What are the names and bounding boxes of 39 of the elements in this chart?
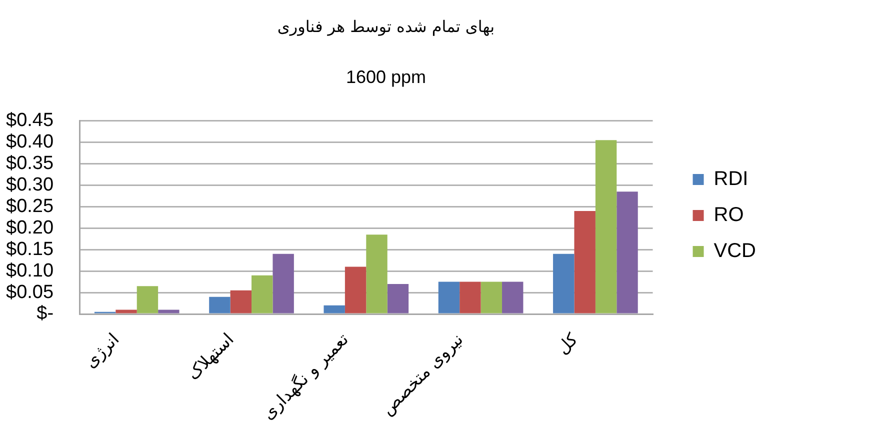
legend-label: VCD bbox=[714, 240, 756, 262]
bar bbox=[136, 286, 158, 314]
y-tick-label: $0.15 bbox=[6, 238, 54, 260]
bar bbox=[480, 282, 502, 314]
bar bbox=[438, 282, 460, 314]
bar bbox=[595, 140, 617, 314]
chart-subtitle: 1600 ppm bbox=[346, 66, 426, 87]
bar bbox=[230, 290, 252, 314]
bar bbox=[158, 310, 180, 314]
x-tick-label: تعمیر و نگهداری bbox=[258, 328, 354, 424]
y-tick-label: $- bbox=[36, 303, 54, 324]
legend-label: RO bbox=[714, 204, 744, 226]
bar bbox=[116, 310, 137, 314]
y-tick-label: $0.10 bbox=[6, 260, 54, 282]
x-tick-label: استهلاک bbox=[184, 330, 238, 384]
bar bbox=[574, 210, 596, 314]
y-tick-label: $0.45 bbox=[6, 110, 54, 132]
bar bbox=[616, 192, 638, 314]
x-tick-label: کل bbox=[553, 329, 583, 359]
y-tick-label: $0.35 bbox=[6, 152, 54, 174]
y-tick-label: $0.30 bbox=[6, 174, 54, 196]
y-tick-label: $0.20 bbox=[6, 217, 54, 238]
y-tick-label: $0.40 bbox=[6, 132, 54, 152]
bar bbox=[502, 282, 524, 314]
y-tick-label: $0.25 bbox=[6, 196, 54, 217]
bar bbox=[387, 284, 409, 314]
y-tick-label: $0.05 bbox=[6, 282, 54, 303]
chart-title: بهای تمام شده توسط هر فناوری bbox=[277, 16, 495, 36]
bar bbox=[460, 282, 481, 314]
bar bbox=[344, 266, 366, 314]
bar bbox=[252, 275, 273, 314]
x-tick-label: انرژی bbox=[80, 330, 124, 372]
legend-label: RDI bbox=[714, 168, 748, 190]
bar bbox=[366, 234, 388, 314]
bar bbox=[553, 254, 574, 314]
bar bbox=[209, 296, 230, 314]
bar bbox=[272, 254, 294, 314]
x-tick-label: نیروی متخصص bbox=[378, 330, 468, 420]
bar bbox=[324, 305, 345, 314]
